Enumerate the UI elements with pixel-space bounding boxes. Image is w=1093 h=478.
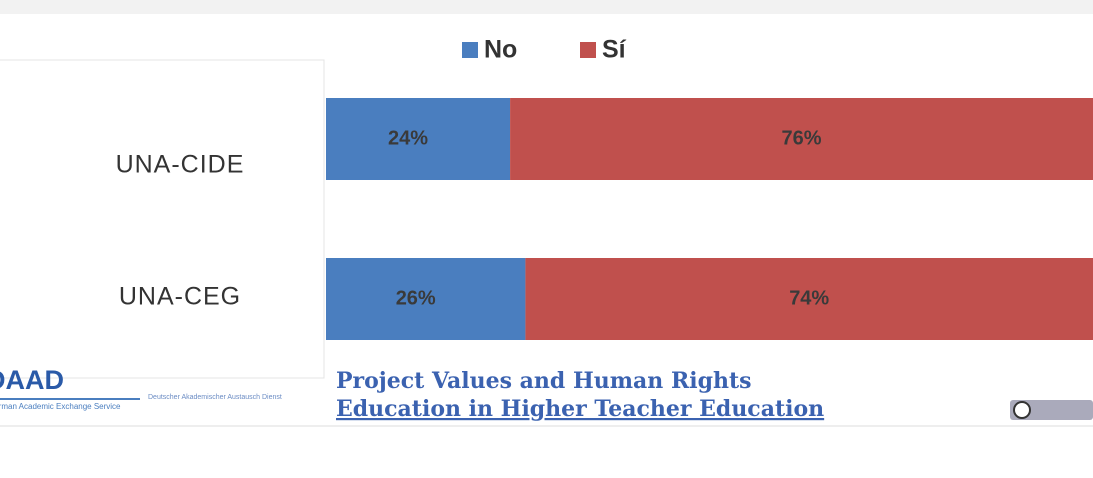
bar-segment: [525, 258, 1093, 340]
value-label: 76%: [782, 127, 822, 149]
category-label: UNA-CEG: [119, 283, 241, 311]
bar-segment: [326, 258, 526, 340]
bar-segment: [326, 98, 511, 180]
logo-tagline: Deutscher Akademischer Austausch Dienst: [148, 394, 282, 401]
project-line: Education in Higher Teacher Education: [336, 396, 824, 422]
top-strip: [0, 0, 1093, 14]
label-panel: [0, 59, 325, 379]
legend-swatch: [580, 42, 596, 58]
legend-swatch: [462, 42, 478, 58]
value-label: 74%: [789, 287, 829, 309]
legend-label: No: [484, 36, 517, 64]
project-line: Project Values and Human Rights: [336, 368, 752, 394]
cc-icon: [1010, 400, 1093, 420]
logo: DAAD: [0, 365, 64, 395]
logo-rule: [0, 398, 140, 400]
value-label: 24%: [388, 127, 428, 149]
bottom-rule: [0, 425, 1093, 427]
value-label: 26%: [396, 287, 436, 309]
logo-subtitle: German Academic Exchange Service: [0, 402, 121, 411]
category-label: UNA-CIDE: [116, 151, 245, 179]
bar-segment: [510, 98, 1093, 180]
legend-label: Sí: [602, 36, 627, 64]
